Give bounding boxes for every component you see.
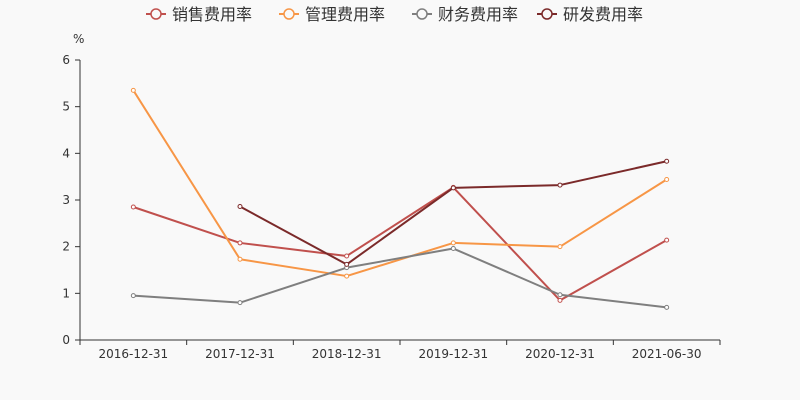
series-2 <box>130 87 670 279</box>
y-tick-label: 4 <box>62 146 70 160</box>
x-tick-label: 2020-12-31 <box>525 347 595 361</box>
series-line <box>132 186 668 302</box>
data-point[interactable] <box>237 204 243 210</box>
data-point[interactable] <box>237 300 243 306</box>
data-point[interactable] <box>344 273 350 279</box>
series-1 <box>130 184 670 303</box>
data-point[interactable] <box>450 246 456 252</box>
legend: 销售费用率 管理费用率 财务费用率 研发费用率 <box>146 5 643 24</box>
legend-label: 研发费用率 <box>563 5 643 24</box>
legend-item-2[interactable]: 管理费用率 <box>279 5 385 24</box>
legend-label: 财务费用率 <box>438 5 518 24</box>
data-point[interactable] <box>664 304 670 310</box>
legend-item-4[interactable]: 研发费用率 <box>537 5 643 24</box>
data-point[interactable] <box>664 158 670 164</box>
data-point[interactable] <box>557 182 563 188</box>
legend-marker-icon <box>150 8 162 20</box>
x-tick-label: 2016-12-31 <box>98 347 168 361</box>
legend-label: 销售费用率 <box>172 5 252 24</box>
legend-label: 管理费用率 <box>305 5 385 24</box>
data-point[interactable] <box>557 292 563 298</box>
x-tick-label: 2019-12-31 <box>418 347 488 361</box>
legend-item-3[interactable]: 财务费用率 <box>412 5 518 24</box>
series-line <box>132 247 668 309</box>
data-point[interactable] <box>557 297 563 303</box>
y-tick-label: 3 <box>62 193 70 207</box>
data-point[interactable] <box>130 87 136 93</box>
series-4 <box>237 158 670 267</box>
data-point[interactable] <box>344 261 350 267</box>
legend-marker-icon <box>416 8 428 20</box>
series-line <box>132 89 668 278</box>
data-point[interactable] <box>557 244 563 250</box>
data-point[interactable] <box>130 293 136 299</box>
data-point[interactable] <box>664 237 670 243</box>
x-tick-label: 2018-12-31 <box>312 347 382 361</box>
series-3 <box>130 246 670 310</box>
x-tick-label: 2017-12-31 <box>205 347 275 361</box>
y-tick-label: 6 <box>62 53 70 67</box>
legend-marker-icon <box>541 8 553 20</box>
y-tick-label: 0 <box>62 333 70 347</box>
legend-item-1[interactable]: 销售费用率 <box>146 5 252 24</box>
y-tick-label: 5 <box>62 100 70 114</box>
y-tick-label: 2 <box>62 240 70 254</box>
y-tick-label: 1 <box>62 286 70 300</box>
series-layer <box>130 87 670 310</box>
data-point[interactable] <box>450 240 456 246</box>
y-axis-unit-label: % <box>73 32 84 46</box>
data-point[interactable] <box>237 240 243 246</box>
axes: 0 1 2 3 4 5 6 2016-12-31 2017-12-31 2018-12-31 201… <box>62 53 721 361</box>
data-point[interactable] <box>450 185 456 191</box>
x-tick-label: 2021-06-30 <box>632 347 702 361</box>
legend-marker-icon <box>283 8 295 20</box>
data-point[interactable] <box>664 176 670 182</box>
data-point[interactable] <box>130 204 136 210</box>
data-point[interactable] <box>344 253 350 259</box>
data-point[interactable] <box>237 256 243 262</box>
